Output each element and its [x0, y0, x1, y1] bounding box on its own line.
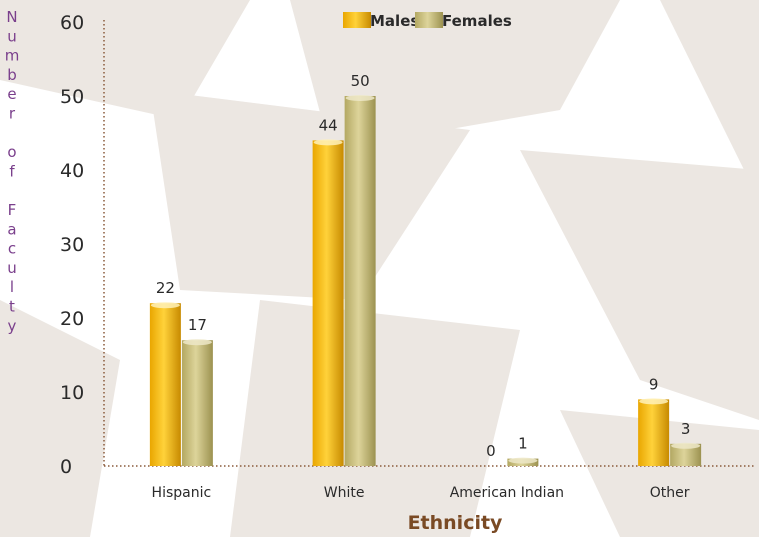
y-axis-ticks: 0 10 20 30 40 50 60	[60, 12, 84, 478]
legend-swatch-males	[343, 12, 371, 28]
y-axis-label-char: l	[10, 278, 14, 296]
y-axis-label-char: o	[7, 143, 16, 161]
y-tick-label: 50	[60, 86, 84, 108]
bar-cap	[313, 139, 343, 146]
y-tick-label: 20	[60, 308, 84, 330]
y-tick-label: 0	[60, 456, 72, 478]
y-tick-label: 30	[60, 234, 84, 256]
category-labels: Hispanic White American Indian Other	[152, 485, 690, 501]
y-axis-label-char: y	[8, 317, 17, 335]
data-label: 3	[681, 420, 691, 438]
legend: Males Females	[343, 12, 512, 30]
data-label: 1	[518, 435, 528, 453]
bar-males	[638, 399, 670, 466]
y-tick-label: 40	[60, 160, 84, 182]
legend-label-males: Males	[370, 12, 419, 30]
bar-cap	[182, 339, 212, 346]
y-tick-label: 60	[60, 12, 84, 34]
data-label: 22	[156, 279, 175, 297]
y-tick-label: 10	[60, 382, 84, 404]
bar-cap	[639, 398, 669, 405]
bar-females	[181, 340, 213, 466]
data-label: 50	[351, 72, 370, 90]
y-axis-label-char: c	[8, 240, 16, 258]
bar-males	[149, 303, 181, 466]
bar-cap	[508, 457, 538, 464]
bar-males	[312, 140, 344, 466]
bar-females	[670, 443, 702, 466]
y-axis-label-char: m	[5, 47, 20, 65]
y-axis-label-char: r	[9, 105, 16, 123]
data-labels: 22 17 44 50 0 1 9 3	[156, 72, 691, 460]
y-axis-label-char: e	[7, 85, 16, 103]
background-shape	[0, 0, 250, 120]
y-axis-label-char: t	[9, 298, 15, 316]
bar-cap	[345, 95, 375, 101]
background-shape	[520, 150, 759, 420]
y-axis-label-char: a	[7, 220, 16, 238]
y-axis-label-char: b	[7, 66, 17, 84]
background-shape	[660, 0, 759, 200]
legend-swatch-females	[415, 12, 443, 28]
background-shape	[560, 410, 759, 537]
background-shape	[0, 300, 120, 537]
data-label: 17	[188, 316, 207, 334]
background-shape	[150, 90, 470, 300]
data-label: 44	[319, 116, 338, 134]
y-axis-label-char: u	[7, 27, 17, 45]
bars	[149, 95, 702, 466]
y-axis-label-char: u	[7, 259, 17, 277]
category-label: Other	[650, 485, 690, 501]
data-label: 0	[486, 442, 496, 460]
category-label: Hispanic	[152, 485, 212, 501]
category-label: American Indian	[450, 485, 564, 501]
x-axis-title: Ethnicity	[408, 512, 503, 534]
y-axis-label-char: f	[9, 162, 15, 180]
y-axis-label-char: N	[6, 8, 17, 26]
bar-cap	[671, 442, 701, 449]
bar-females	[344, 96, 376, 466]
y-axis-label-char: F	[8, 201, 17, 219]
data-label: 9	[649, 375, 659, 393]
legend-label-females: Females	[442, 12, 512, 30]
category-label: White	[324, 485, 365, 501]
bar-cap	[150, 302, 180, 309]
